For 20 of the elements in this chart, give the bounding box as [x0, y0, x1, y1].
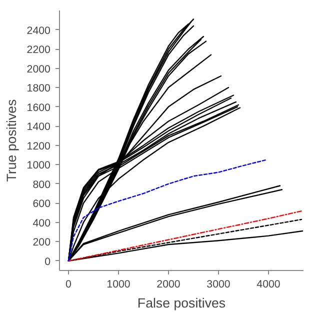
- y-tick-label: 1200: [26, 140, 51, 152]
- y-tick-label: 2000: [26, 63, 51, 76]
- x-tick-label: 4000: [256, 278, 280, 290]
- y-tick-label: 800: [32, 178, 51, 191]
- y-tick-label: 1800: [26, 82, 51, 95]
- y-tick-label: 200: [32, 236, 51, 249]
- x-tick-label: 3000: [206, 278, 230, 290]
- y-tick-label: 1600: [26, 102, 51, 114]
- y-tick-label: 2400: [26, 24, 51, 37]
- y-tick-label: 1400: [26, 121, 51, 134]
- x-tick-label: 1000: [106, 278, 130, 290]
- x-tick-label: 2000: [156, 278, 180, 290]
- x-tick-label: 0: [66, 278, 72, 290]
- y-tick-label: 400: [32, 217, 51, 230]
- y-axis-title: True positives: [4, 98, 19, 182]
- y-tick-label: 600: [32, 198, 51, 210]
- y-tick-label: 2200: [26, 44, 51, 56]
- y-tick-label: 1000: [26, 160, 51, 172]
- y-tick-label: 0: [44, 256, 51, 268]
- x-axis-title: False positives: [137, 296, 226, 310]
